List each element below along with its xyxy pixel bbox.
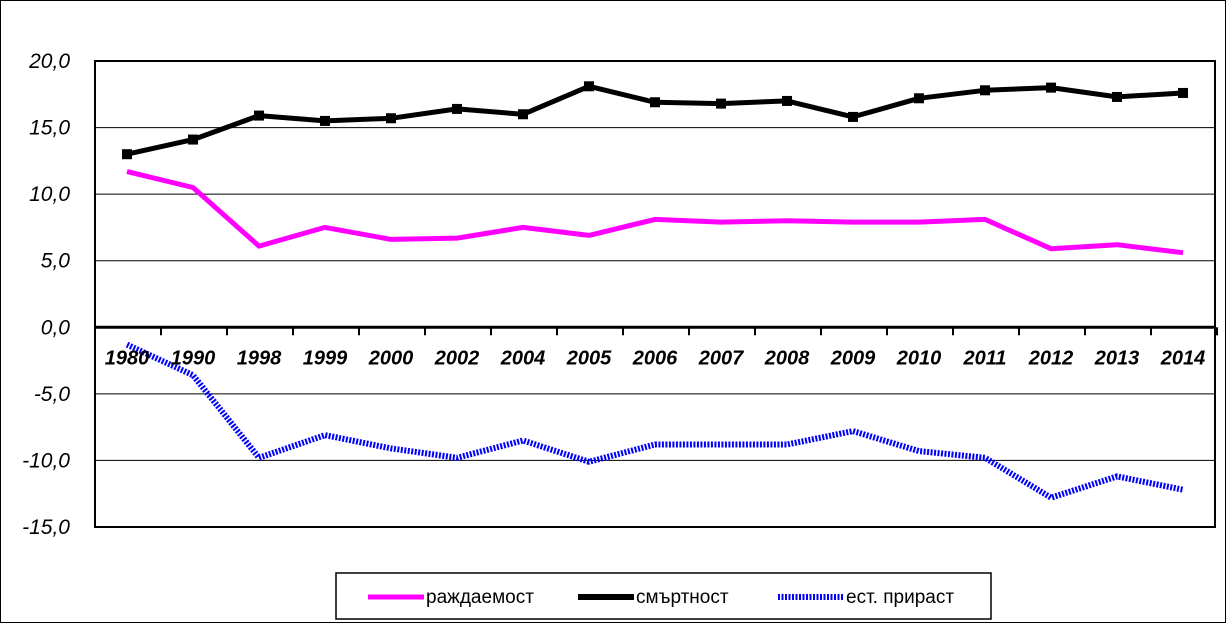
x-axis [94, 325, 1218, 336]
x-tick-label: 2005 [566, 347, 612, 369]
data-point [584, 81, 594, 92]
data-point [386, 113, 396, 124]
legend-item-birth: раждаемост [368, 587, 534, 608]
x-tick-label: 2012 [1028, 347, 1074, 369]
x-tick-label: 2000 [368, 347, 414, 369]
y-tick-label: 10,0 [29, 183, 70, 206]
x-tick-label: 2006 [632, 347, 678, 369]
data-point [452, 103, 462, 114]
y-axis-ticks: 20,0 15,0 10,0 5,0 0,0 -5,0 -10,0 -15,0 [22, 50, 70, 539]
data-point [254, 110, 264, 121]
x-tick-label: 2007 [698, 347, 744, 369]
legend: раждаемост смъртност ест. прираст [335, 572, 992, 620]
y-tick-label: 0,0 [41, 316, 71, 339]
y-tick-label: 20,0 [28, 50, 70, 73]
plot-area-border [94, 60, 1216, 528]
data-point [1046, 82, 1056, 93]
data-point [1112, 91, 1122, 102]
x-axis-ticks: 1980 1990 1998 1999 2000 2002 2004 2005 2006 2007… [105, 347, 1206, 369]
data-point [914, 93, 924, 104]
x-tick-label: 2011 [962, 347, 1006, 369]
x-tick-label: 2010 [896, 347, 942, 369]
data-point [782, 95, 792, 106]
data-point [122, 149, 132, 160]
x-tick-label: 2009 [830, 347, 876, 369]
series-lines [122, 81, 1188, 501]
x-tick-label: 2002 [434, 347, 480, 369]
data-point [518, 109, 528, 120]
data-point [188, 134, 198, 145]
x-tick-label: 1999 [303, 347, 348, 369]
data-point [980, 85, 990, 96]
x-tick-label: 1990 [171, 347, 216, 369]
data-point [848, 111, 858, 122]
x-tick-label: 2004 [500, 347, 546, 369]
data-point [320, 115, 330, 126]
legend-label-birth: раждаемост [426, 587, 534, 608]
legend-label-death: смъртност [636, 587, 729, 608]
data-point [1178, 87, 1188, 98]
x-tick-label: 2014 [1160, 347, 1206, 369]
series-line-birth [126, 169, 1184, 256]
series-line-death [126, 83, 1184, 157]
y-tick-label: 5,0 [41, 250, 71, 273]
data-point [716, 98, 726, 109]
legend-label-growth: ест. прираст [846, 587, 954, 608]
y-tick-label: -10,0 [22, 449, 70, 472]
x-tick-label: 1998 [237, 347, 282, 369]
data-point [650, 97, 660, 108]
y-tick-label: -5,0 [34, 383, 71, 406]
x-tick-label: 1980 [105, 347, 150, 369]
x-tick-label: 2013 [1094, 347, 1140, 369]
legend-box [335, 572, 992, 620]
y-tick-label: 15,0 [29, 117, 70, 140]
x-tick-label: 2008 [764, 347, 810, 369]
legend-item-death: смъртност [578, 587, 729, 608]
legend-item-growth: ест. прираст [778, 587, 954, 608]
y-tick-label: -15,0 [22, 516, 70, 539]
